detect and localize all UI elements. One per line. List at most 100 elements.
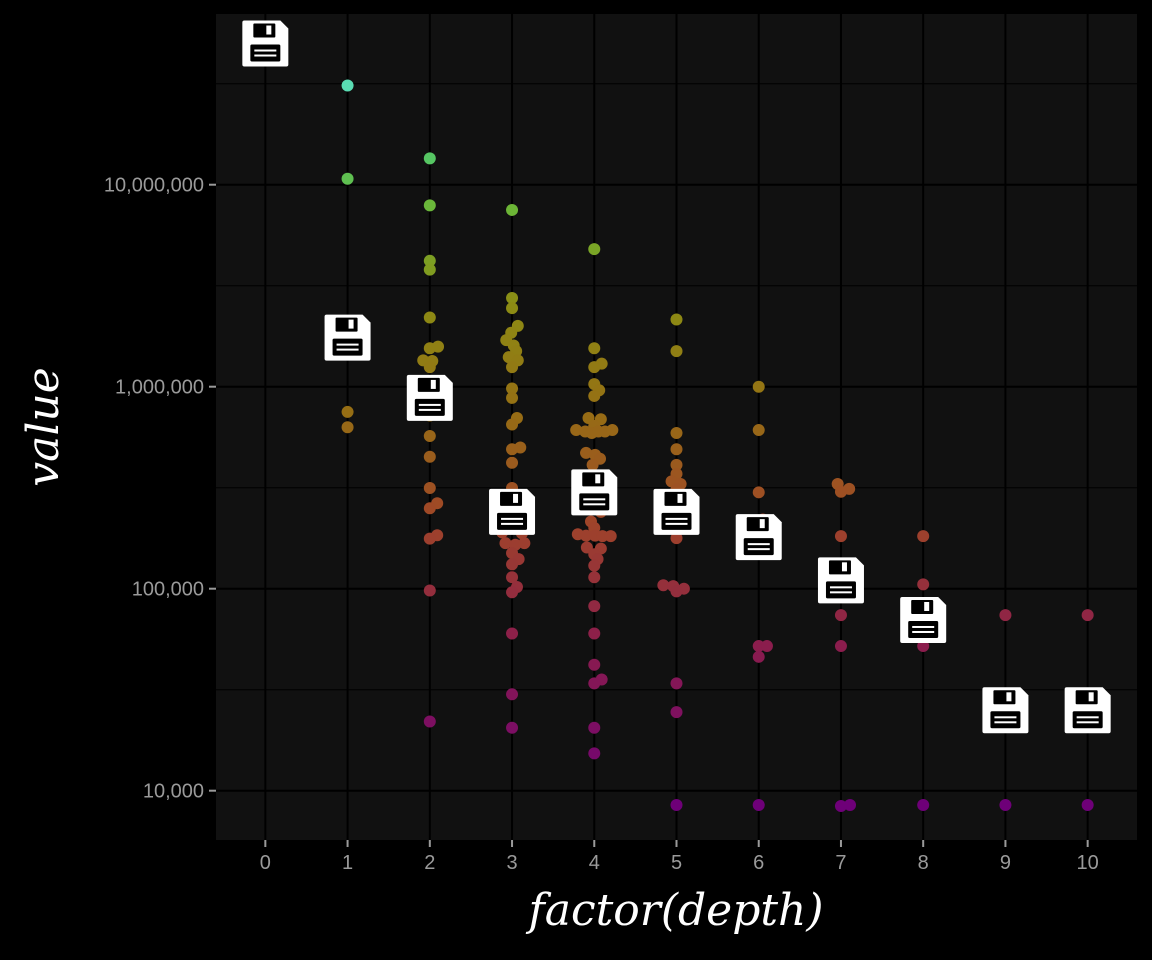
- data-point: [670, 458, 683, 471]
- y-tick-label: 100,000: [132, 579, 204, 601]
- x-tick-label: 5: [671, 852, 682, 874]
- x-tick-label: 1: [342, 852, 353, 874]
- data-point: [670, 532, 683, 545]
- floppy-disk-icon: [324, 314, 371, 361]
- floppy-disk-icon: [242, 20, 289, 67]
- data-point: [506, 721, 519, 734]
- x-tick-label: 9: [1000, 852, 1011, 874]
- data-point: [506, 456, 519, 469]
- data-point: [657, 579, 670, 592]
- data-point: [423, 199, 436, 212]
- data-point: [834, 485, 847, 498]
- data-point: [580, 446, 593, 459]
- data-point: [670, 313, 683, 326]
- data-point: [752, 486, 765, 499]
- floppy-disk-icon: [489, 488, 536, 535]
- summary-markers: [242, 20, 1111, 734]
- data-point: [423, 482, 436, 495]
- data-point: [588, 721, 601, 734]
- data-point: [834, 609, 847, 622]
- floppy-disk-icon: [900, 596, 947, 643]
- data-point: [518, 537, 531, 550]
- data-point: [341, 172, 354, 185]
- data-point: [588, 243, 601, 256]
- floppy-disk-icon: [982, 687, 1029, 734]
- x-tick-label: 7: [835, 852, 846, 874]
- data-point: [586, 458, 599, 471]
- x-axis-title: factor(depth): [525, 885, 823, 936]
- floppy-disk-icon: [1064, 687, 1111, 734]
- data-point: [670, 798, 683, 811]
- data-point: [844, 798, 857, 811]
- data-point: [341, 79, 354, 92]
- data-point: [588, 658, 601, 671]
- data-point: [604, 530, 617, 543]
- data-point: [1081, 798, 1094, 811]
- floppy-disk-icon: [817, 557, 864, 604]
- data-point: [506, 586, 519, 599]
- data-point: [670, 677, 683, 690]
- data-point: [506, 627, 519, 640]
- floppy-disk-icon: [406, 374, 453, 421]
- data-point: [596, 530, 609, 543]
- data-point: [834, 799, 847, 812]
- data-point: [670, 443, 683, 456]
- x-tick-label: 3: [506, 852, 517, 874]
- data-point: [917, 640, 930, 653]
- data-point: [917, 798, 930, 811]
- floppy-disk-icon: [735, 514, 782, 561]
- data-point: [506, 203, 519, 216]
- data-point: [423, 152, 436, 165]
- data-point: [423, 584, 436, 597]
- data-point: [999, 609, 1012, 622]
- data-point: [670, 706, 683, 719]
- data-point: [423, 430, 436, 443]
- data-point: [606, 424, 619, 437]
- y-tick-label: 10,000,000: [104, 175, 204, 197]
- data-point: [670, 585, 683, 598]
- data-point: [506, 391, 519, 404]
- data-point: [834, 640, 847, 653]
- data-point: [499, 537, 512, 550]
- x-tick-label: 0: [260, 852, 271, 874]
- data-point: [423, 361, 436, 374]
- data-point: [506, 361, 519, 374]
- data-point: [588, 571, 601, 584]
- data-point: [670, 345, 683, 358]
- data-point: [423, 311, 436, 324]
- data-point: [423, 532, 436, 545]
- data-point: [588, 389, 601, 402]
- data-point: [506, 418, 519, 431]
- floppy-disk-icon: [571, 469, 618, 516]
- data-point: [432, 340, 445, 353]
- data-point: [506, 443, 519, 456]
- data-point: [1081, 609, 1094, 622]
- y-axis: 10,000 100,000 1,000,000 10,000,000: [104, 175, 216, 803]
- x-tick-label: 4: [589, 852, 600, 874]
- data-point: [588, 677, 601, 690]
- data-point: [752, 380, 765, 393]
- data-point: [423, 254, 436, 267]
- data-point: [999, 798, 1012, 811]
- data-point: [506, 302, 519, 315]
- data-point: [423, 715, 436, 728]
- y-tick-label: 10,000: [143, 781, 204, 803]
- data-point: [570, 424, 583, 437]
- floppy-disk-icon: [653, 488, 700, 535]
- data-point: [423, 502, 436, 515]
- data-point: [760, 640, 773, 653]
- data-point: [580, 529, 593, 542]
- data-point: [506, 571, 519, 584]
- data-point: [341, 421, 354, 434]
- data-point: [588, 747, 601, 760]
- x-tick-label: 6: [753, 852, 764, 874]
- data-point: [834, 530, 847, 543]
- y-tick-label: 1,000,000: [115, 377, 204, 399]
- x-tick-label: 10: [1077, 852, 1099, 874]
- x-tick-label: 8: [918, 852, 929, 874]
- data-point: [506, 688, 519, 701]
- y-axis-title: value: [18, 367, 69, 487]
- data-point: [423, 263, 436, 276]
- data-point: [752, 640, 765, 653]
